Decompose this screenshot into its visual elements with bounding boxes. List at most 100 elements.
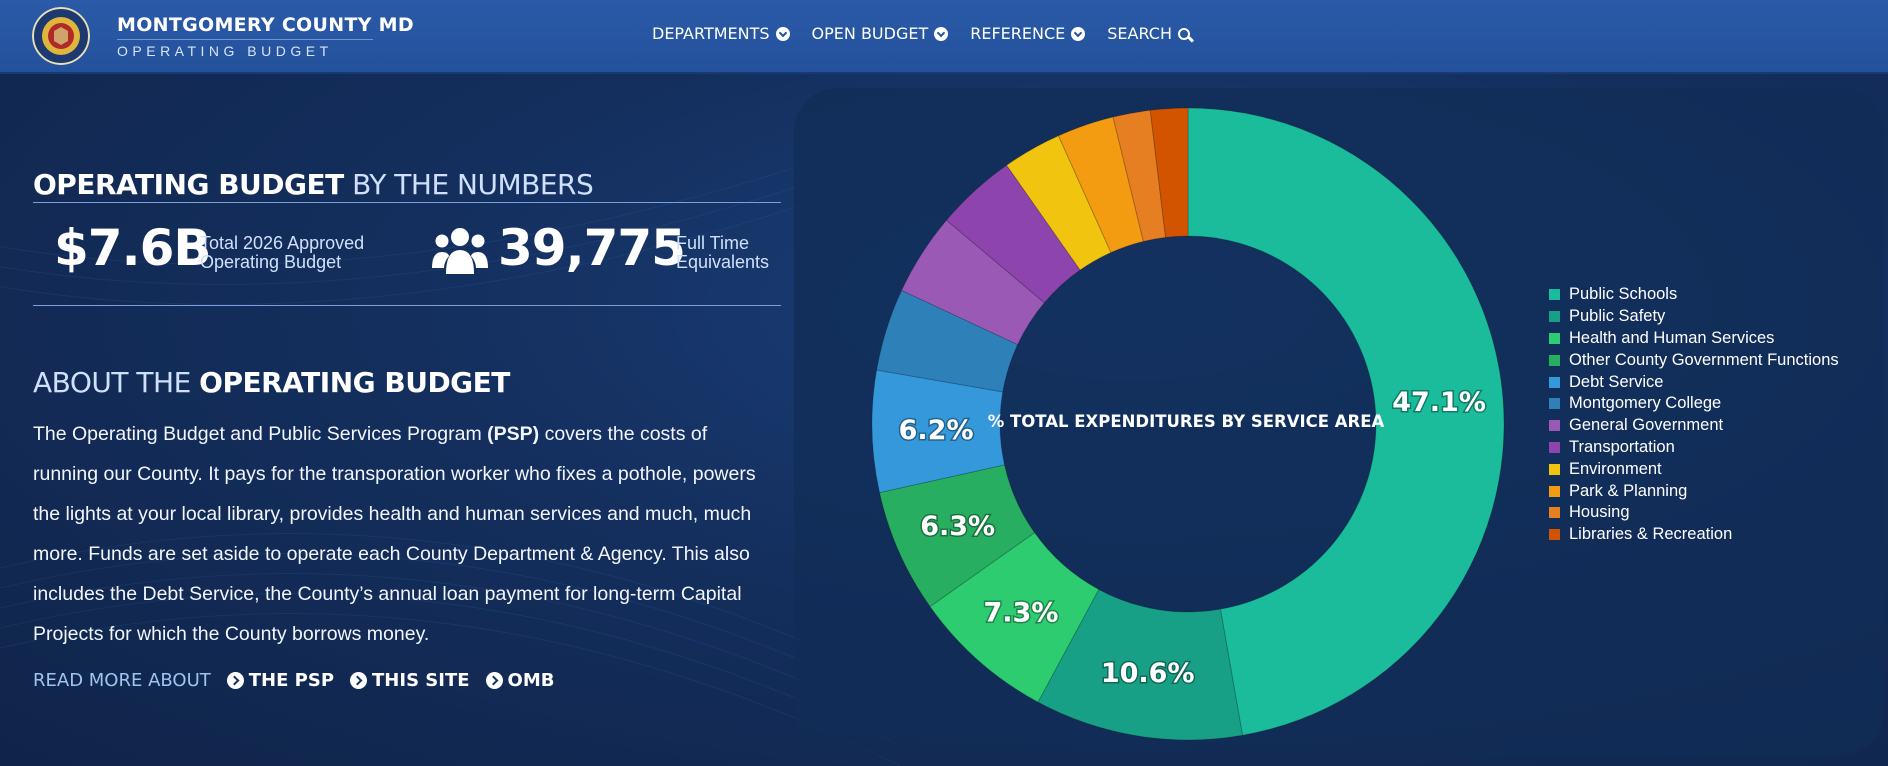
legend-label: Libraries & Recreation [1569, 525, 1733, 544]
title-divider [117, 39, 373, 40]
legend-item[interactable]: Montgomery College [1549, 393, 1839, 415]
link-the-psp-label: THE PSP [248, 670, 335, 691]
read-more-label: READ MORE ABOUT [33, 670, 211, 691]
budget-label-line-1: Total 2026 Approved [200, 233, 365, 253]
donut-data-label: 6.3% [920, 511, 995, 542]
donut-data-label: 10.6% [1101, 658, 1195, 689]
main-nav: DEPARTMENTS OPEN BUDGET REFERENCE SEARCH [652, 24, 1190, 43]
donut-slice-public-schools[interactable] [1187, 107, 1505, 736]
chevron-down-circle-icon [1071, 26, 1086, 41]
budget-total-value: $7.6B [54, 219, 211, 277]
legend-label: Health and Human Services [1569, 328, 1775, 347]
budget-label-line-2: Operating Budget [200, 252, 342, 272]
budget-total-label: Total 2026 Approved Operating Budget [200, 234, 364, 272]
read-more-links: READ MORE ABOUT THE PSP THIS SITE OMB [33, 670, 554, 691]
legend-item[interactable]: Environment [1549, 458, 1839, 480]
site-subtitle: OPERATING BUDGET [117, 43, 333, 59]
donut-data-label: 6.2% [899, 415, 974, 446]
legend-item[interactable]: Park & Planning [1549, 480, 1839, 502]
donut-center-title: % TOTAL EXPENDITURES BY SERVICE AREA [987, 412, 1385, 431]
legend-item[interactable]: Debt Service [1549, 371, 1839, 393]
link-this-site-label: THIS SITE [372, 670, 470, 691]
legend-label: General Government [1569, 416, 1724, 435]
link-omb[interactable]: OMB [485, 670, 555, 691]
chart-legend: Public Schools Public Safety Health and Hu… [1549, 284, 1839, 546]
legend-item[interactable]: Public Safety [1549, 306, 1839, 328]
donut-slice-transportation[interactable] [945, 164, 1081, 304]
site-title[interactable]: MONTGOMERY COUNTY MD [117, 14, 414, 36]
legend-item[interactable]: Transportation [1549, 437, 1839, 459]
nav-search-label: SEARCH [1107, 24, 1172, 43]
nav-reference[interactable]: REFERENCE [970, 24, 1086, 43]
numbers-heading-light: BY THE NUMBERS [352, 168, 594, 201]
nav-reference-label: REFERENCE [970, 24, 1066, 43]
legend-item[interactable]: Housing [1549, 502, 1839, 524]
nav-search[interactable]: SEARCH [1107, 24, 1190, 43]
legend-item[interactable]: General Government [1549, 415, 1839, 437]
donut-slice-montgomery-college[interactable] [876, 289, 1019, 393]
legend-swatch [1549, 420, 1560, 432]
nav-departments-label: DEPARTMENTS [652, 24, 770, 43]
fte-label: Full Time Equivalents [676, 234, 769, 272]
psp-acronym: (PSP) [487, 423, 540, 445]
legend-swatch [1549, 529, 1560, 541]
about-text-part-1: The Operating Budget and Public Services… [33, 423, 488, 445]
legend-swatch [1549, 289, 1560, 301]
legend-item[interactable]: Health and Human Services [1549, 328, 1839, 350]
site-header: MONTGOMERY COUNTY MD OPERATING BUDGET DE… [0, 0, 1888, 74]
chevron-down-circle-icon [775, 26, 790, 41]
donut-data-label: 47.1% [1392, 387, 1486, 418]
link-omb-label: OMB [507, 670, 555, 691]
legend-label: Debt Service [1569, 372, 1664, 391]
legend-swatch [1549, 441, 1560, 453]
expenditure-donut-chart: 47.1% 10.6% 7.3% 6.3% 6.2% [871, 107, 1505, 741]
legend-label: Park & Planning [1569, 481, 1688, 500]
chevron-down-circle-icon [934, 26, 949, 41]
numbers-heading-bold: OPERATING BUDGET [33, 168, 344, 201]
users-icon [432, 228, 488, 274]
fte-label-line-1: Full Time [676, 233, 750, 253]
about-text-part-2: covers the costs of running our County. … [33, 423, 756, 645]
numbers-top-rule [33, 202, 781, 203]
legend-label: Environment [1569, 459, 1662, 478]
legend-label: Public Schools [1569, 285, 1678, 304]
legend-label: Other County Government Functions [1569, 350, 1839, 369]
nav-open-budget[interactable]: OPEN BUDGET [812, 24, 949, 43]
legend-swatch [1549, 485, 1560, 497]
county-seal-logo[interactable] [32, 7, 90, 65]
link-the-psp[interactable]: THE PSP [226, 670, 335, 691]
legend-swatch [1549, 507, 1560, 519]
numbers-bottom-rule [33, 305, 781, 306]
donut-slice-general-government[interactable] [900, 219, 1046, 346]
numbers-heading: OPERATING BUDGET BY THE NUMBERS [33, 168, 594, 201]
legend-label: Transportation [1569, 437, 1675, 456]
chevron-right-circle-icon [226, 672, 244, 689]
chevron-right-circle-icon [485, 672, 503, 689]
about-heading: ABOUT THE OPERATING BUDGET [33, 366, 510, 399]
legend-item[interactable]: Public Schools [1549, 284, 1839, 306]
legend-swatch [1549, 376, 1560, 388]
legend-swatch [1549, 398, 1560, 410]
legend-item[interactable]: Other County Government Functions [1549, 349, 1839, 371]
nav-departments[interactable]: DEPARTMENTS [652, 24, 790, 43]
nav-open-budget-label: OPEN BUDGET [811, 24, 929, 43]
about-heading-light: ABOUT THE [33, 366, 191, 399]
legend-label: Public Safety [1569, 307, 1666, 326]
legend-swatch [1549, 463, 1560, 475]
about-heading-bold: OPERATING BUDGET [199, 366, 510, 399]
legend-swatch [1549, 354, 1560, 366]
about-paragraph: The Operating Budget and Public Services… [33, 414, 773, 654]
legend-label: Housing [1569, 503, 1630, 522]
donut-slice-libraries-recreation[interactable] [1149, 107, 1189, 238]
link-this-site[interactable]: THIS SITE [350, 670, 470, 691]
search-icon [1178, 27, 1190, 40]
chevron-right-circle-icon [350, 672, 368, 689]
donut-data-label: 7.3% [983, 598, 1058, 629]
legend-swatch [1549, 311, 1560, 323]
fte-value: 39,775 [498, 219, 686, 277]
legend-label: Montgomery College [1569, 394, 1722, 413]
fte-label-line-2: Equivalents [676, 252, 770, 272]
legend-item[interactable]: Libraries & Recreation [1549, 524, 1839, 546]
legend-swatch [1549, 332, 1560, 344]
donut-slice-public-safety[interactable] [1037, 588, 1244, 741]
